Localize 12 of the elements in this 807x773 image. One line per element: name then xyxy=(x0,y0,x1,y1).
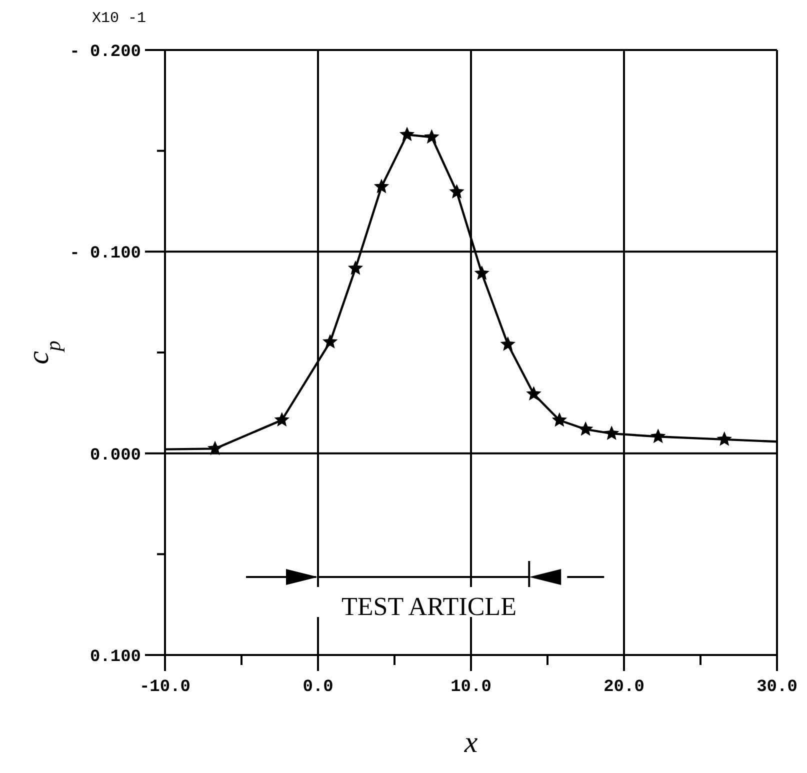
y-tick-label: - 0.200 xyxy=(70,43,141,62)
x-tick-label: 20.0 xyxy=(604,678,644,697)
x-axis-title: x xyxy=(463,726,478,759)
x-tick-label: 0.0 xyxy=(302,678,334,697)
x-tick-label: -10.0 xyxy=(139,678,191,697)
y-tick-label: 0.100 xyxy=(90,648,141,667)
y-tick-label: 0.000 xyxy=(90,446,141,466)
text: X10 -1 xyxy=(92,10,146,27)
y-tick-label: - 0.100 xyxy=(70,244,141,264)
x-tick-label: 10.0 xyxy=(450,678,492,697)
annotation: TEST ARTICLE xyxy=(342,592,516,621)
x-tick-label: 30.0 xyxy=(756,678,798,697)
